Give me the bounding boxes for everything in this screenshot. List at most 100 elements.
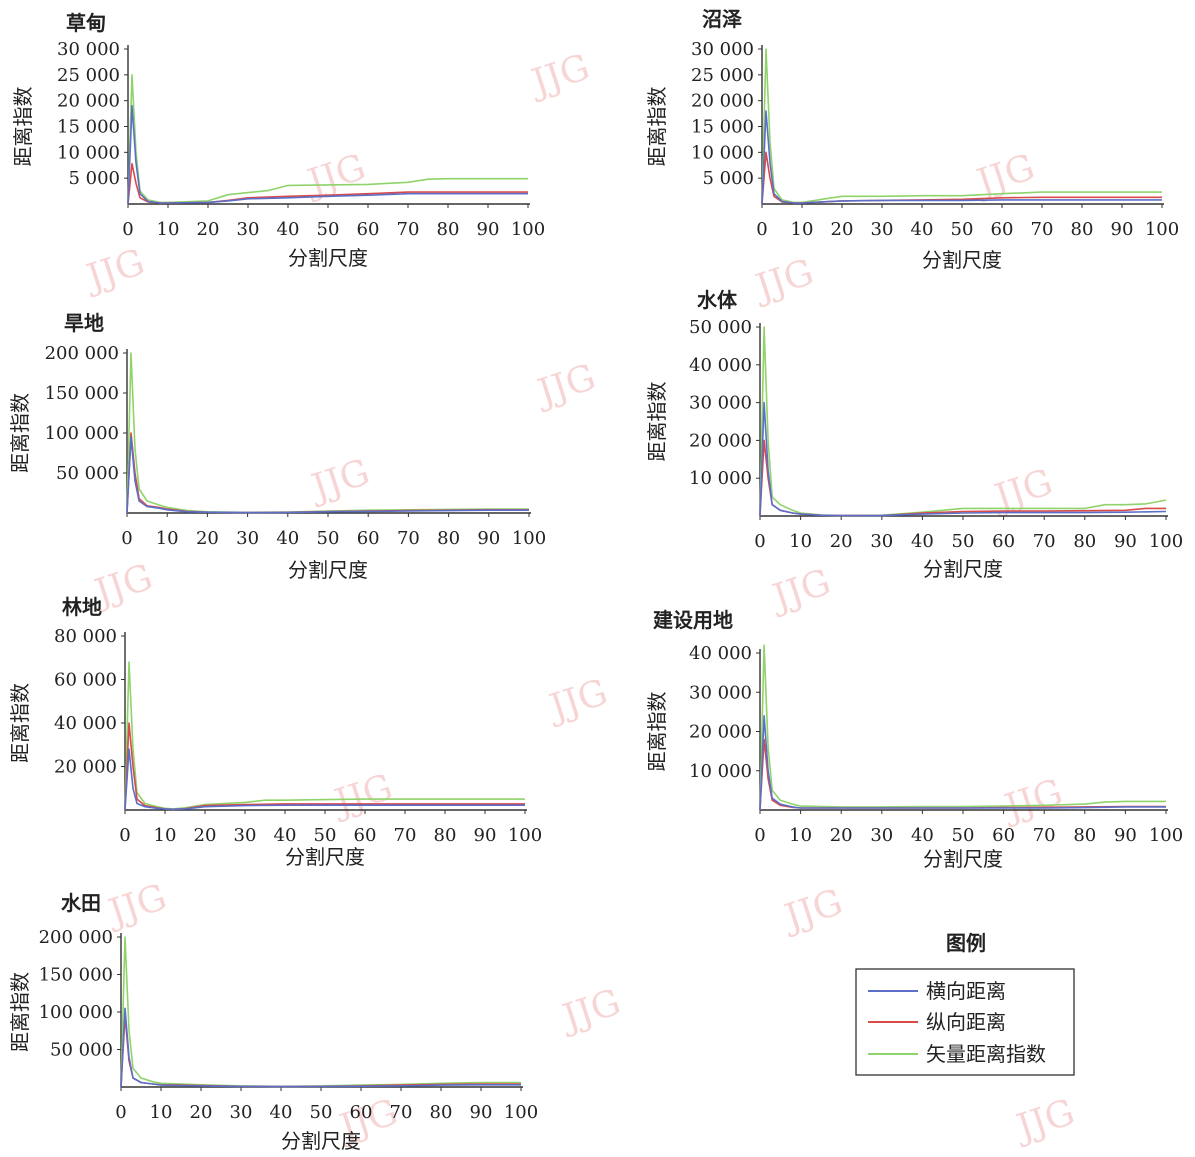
- legend: 图例 横向距离 纵向距离 矢量距离指数: [855, 931, 1075, 1076]
- x-tick-label: 90: [477, 528, 500, 549]
- watermark-text: JJG: [541, 672, 612, 730]
- x-tick-label: 70: [1031, 219, 1054, 240]
- x-tick-label: 70: [1033, 531, 1056, 552]
- x-tick-label: 20: [194, 825, 217, 846]
- x-tick-label: 60: [992, 531, 1015, 552]
- series-line-1: [124, 722, 525, 811]
- x-tick-label: 30: [870, 531, 893, 552]
- chart-panel-0: 草甸 5 000 10 000 15 000 20 000 25 000 30 000 0 10…: [11, 11, 545, 270]
- x-tick-label: 20: [197, 219, 220, 240]
- chart-panel-3: 水体 10 000 20 000 30 000 40 000 50 000 0 10 20 30 4…: [645, 288, 1183, 581]
- watermark-text: JJG: [78, 242, 149, 300]
- x-tick-label: 30: [870, 825, 893, 846]
- x-tick-label: 0: [115, 1102, 126, 1123]
- x-tick-label: 0: [754, 825, 765, 846]
- y-tick-label: 50 000: [56, 463, 119, 484]
- series-line-2: [759, 326, 1167, 517]
- y-tick-label: 40 000: [689, 643, 752, 664]
- chart-title: 沼泽: [702, 7, 742, 31]
- y-tick-label: 20 000: [57, 91, 120, 112]
- x-tick-label: 70: [1033, 825, 1056, 846]
- y-tick-label: 60 000: [54, 670, 117, 691]
- x-tick-label: 90: [1114, 825, 1137, 846]
- x-tick-label: 60: [357, 528, 380, 549]
- series-line-0: [127, 105, 528, 205]
- x-tick-label: 10: [789, 825, 812, 846]
- x-axis-label: 分割尺度: [288, 558, 368, 582]
- y-tick-label: 25 000: [691, 65, 754, 86]
- x-axis-label: 分割尺度: [288, 246, 368, 270]
- watermark-text: JJG: [1008, 1092, 1079, 1150]
- x-tick-label: 30: [236, 528, 259, 549]
- y-tick-label: 200 000: [39, 927, 113, 948]
- x-tick-label: 50: [952, 531, 975, 552]
- series-line-1: [120, 1014, 521, 1088]
- x-tick-label: 0: [756, 219, 767, 240]
- y-tick-label: 40 000: [54, 713, 117, 734]
- chart-title: 林地: [62, 595, 102, 619]
- legend-label-vertical: 纵向距离: [926, 1010, 1006, 1034]
- x-tick-label: 40: [270, 1102, 293, 1123]
- x-tick-label: 100: [1149, 825, 1183, 846]
- x-tick-label: 60: [354, 825, 377, 846]
- watermark-text: JJG: [554, 982, 625, 1040]
- y-tick-label: 40 000: [689, 355, 752, 376]
- x-tick-label: 30: [237, 219, 260, 240]
- x-tick-label: 50: [951, 219, 974, 240]
- x-tick-label: 80: [430, 1102, 453, 1123]
- x-tick-label: 10: [157, 219, 180, 240]
- x-tick-label: 50: [317, 219, 340, 240]
- y-axis-label: 距离指数: [8, 683, 32, 763]
- x-tick-label: 50: [310, 1102, 333, 1123]
- watermark-text: JJG: [529, 357, 600, 415]
- x-tick-label: 90: [1111, 219, 1134, 240]
- x-tick-label: 30: [230, 1102, 253, 1123]
- chart-panel-6: 水田 50 000 100 000 150 000 200 000 0 10 20 30 40 50…: [8, 891, 538, 1153]
- y-tick-label: 150 000: [45, 383, 119, 404]
- x-tick-label: 20: [196, 528, 219, 549]
- y-tick-label: 200 000: [45, 343, 119, 364]
- x-tick-label: 80: [1073, 825, 1096, 846]
- x-tick-label: 70: [397, 528, 420, 549]
- chart-title: 水体: [697, 288, 738, 312]
- y-tick-label: 100 000: [45, 423, 119, 444]
- x-tick-label: 90: [470, 1102, 493, 1123]
- x-tick-label: 70: [397, 219, 420, 240]
- watermark-text: JJG: [776, 882, 847, 940]
- x-tick-label: 90: [1114, 531, 1137, 552]
- series-line-0: [759, 714, 1166, 811]
- y-tick-label: 10 000: [691, 142, 754, 163]
- y-tick-label: 30 000: [689, 393, 752, 414]
- x-tick-label: 60: [357, 219, 380, 240]
- y-tick-label: 25 000: [57, 65, 120, 86]
- x-tick-label: 10: [791, 219, 814, 240]
- series-line-2: [124, 661, 525, 811]
- y-axis-label: 距离指数: [8, 972, 32, 1052]
- watermark-text: JJG: [996, 772, 1067, 830]
- series-line-2: [761, 48, 1162, 205]
- x-tick-label: 0: [119, 825, 130, 846]
- x-tick-label: 100: [512, 528, 546, 549]
- watermark-text: JJG: [326, 767, 397, 825]
- x-tick-label: 50: [317, 528, 340, 549]
- x-tick-label: 80: [1071, 219, 1094, 240]
- chart-panel-2: 旱地 50 000 100 000 150 000 200 000 0 10 20 30 40 50…: [8, 311, 546, 582]
- x-axis-label: 分割尺度: [922, 248, 1002, 272]
- x-axis-label: 分割尺度: [923, 847, 1003, 871]
- y-axis-label: 距离指数: [645, 382, 669, 462]
- x-tick-label: 80: [1073, 531, 1096, 552]
- chart-panel-1: 沼泽 5 000 10 000 15 000 20 000 25 000 30 000 0 10…: [645, 7, 1179, 272]
- y-tick-label: 20 000: [689, 430, 752, 451]
- x-tick-label: 70: [394, 825, 417, 846]
- series-line-2: [120, 936, 521, 1088]
- y-tick-label: 30 000: [57, 39, 120, 60]
- x-tick-label: 20: [830, 825, 853, 846]
- x-tick-label: 50: [314, 825, 337, 846]
- chart-title: 建设用地: [653, 608, 733, 632]
- chart-panel-4: 林地 20 000 40 000 60 000 80 000 0 10 20 30 40 50 60 7…: [8, 595, 542, 869]
- x-tick-label: 80: [434, 825, 457, 846]
- x-tick-label: 100: [511, 219, 545, 240]
- y-tick-label: 10 000: [689, 761, 752, 782]
